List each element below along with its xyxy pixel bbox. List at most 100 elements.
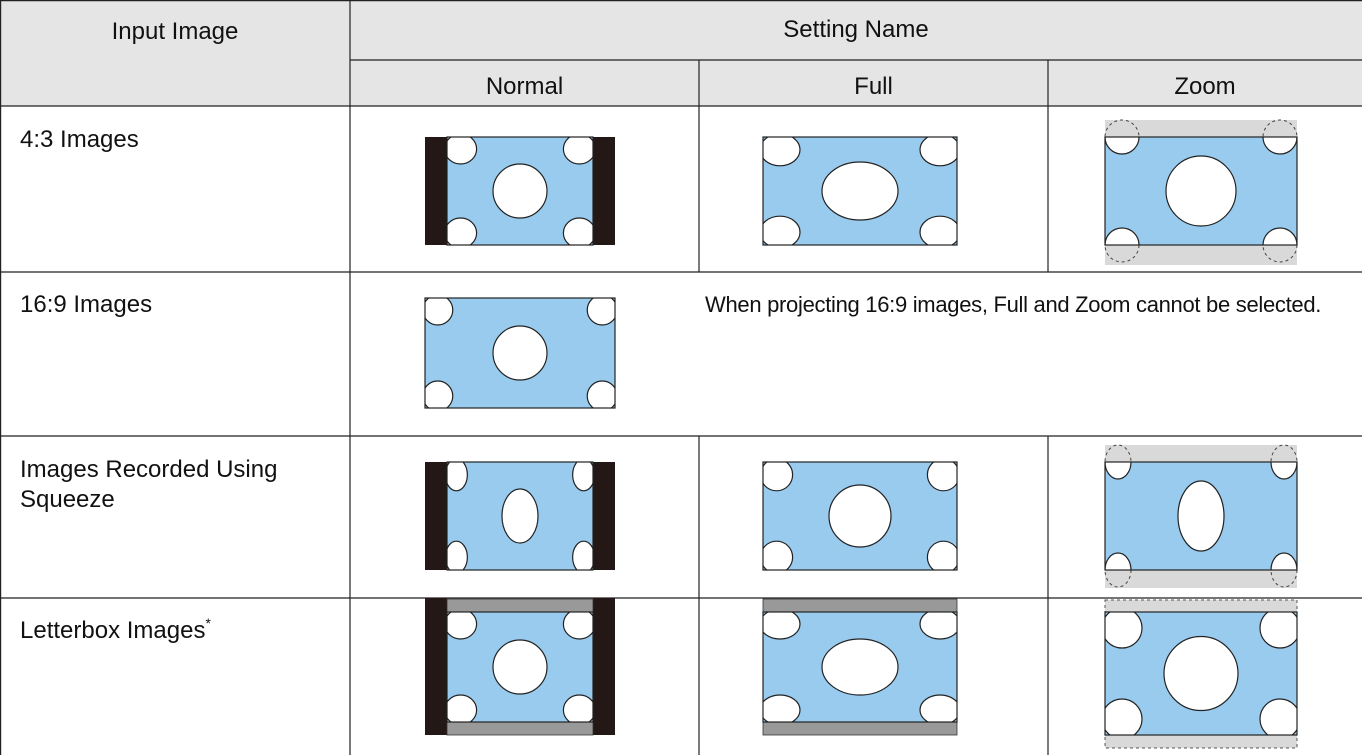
corner-shape bbox=[763, 137, 801, 167]
center-shape bbox=[828, 484, 892, 548]
picture bbox=[425, 461, 615, 571]
center-shape bbox=[821, 161, 899, 221]
corner-shape bbox=[1270, 552, 1297, 570]
row-label: 4:3 Images bbox=[20, 126, 139, 153]
corner-shape bbox=[447, 217, 478, 245]
center-shape bbox=[501, 488, 539, 544]
corner-shape bbox=[447, 694, 478, 722]
image-area bbox=[447, 462, 593, 570]
image-frame bbox=[762, 611, 958, 723]
corner-shape bbox=[572, 462, 593, 492]
note: When projecting 16:9 images, Full and Zo… bbox=[705, 292, 1322, 317]
corner-shape bbox=[1105, 137, 1140, 155]
image-area bbox=[1105, 137, 1297, 245]
center-shape bbox=[1165, 155, 1237, 227]
letterbox-strip bbox=[762, 598, 958, 613]
image-area bbox=[763, 612, 957, 722]
picture bbox=[1104, 444, 1298, 588]
label-text: Letterbox Images bbox=[20, 617, 206, 644]
picture bbox=[425, 136, 615, 246]
corner-shape bbox=[562, 612, 593, 640]
corner-shape bbox=[763, 462, 794, 492]
corner-shape bbox=[425, 380, 454, 408]
center-shape bbox=[492, 639, 548, 695]
corner-shape bbox=[572, 540, 593, 570]
corner-shape bbox=[562, 694, 593, 722]
corner-shape bbox=[1105, 552, 1132, 570]
image-frame bbox=[762, 461, 958, 571]
image-area bbox=[447, 612, 593, 722]
side-bar bbox=[593, 462, 615, 570]
image-area bbox=[763, 137, 957, 245]
corner-shape bbox=[1259, 612, 1297, 649]
picture bbox=[425, 598, 615, 736]
corner-shape bbox=[1259, 698, 1297, 735]
side-bar bbox=[425, 137, 447, 245]
corner-shape bbox=[586, 298, 615, 326]
center-shape bbox=[492, 325, 548, 381]
image-frame bbox=[446, 136, 594, 246]
image-frame bbox=[446, 611, 594, 723]
corner-shape bbox=[763, 612, 801, 640]
image-area bbox=[425, 298, 615, 408]
corner-shape bbox=[763, 215, 801, 245]
corner-shape bbox=[447, 540, 468, 570]
image-area bbox=[447, 137, 593, 245]
image-frame bbox=[446, 461, 594, 571]
footnote-mark: * bbox=[205, 615, 211, 631]
header-cell: Full bbox=[854, 73, 893, 100]
corner-shape bbox=[926, 540, 957, 570]
row-label: Letterbox Images* bbox=[20, 616, 345, 646]
corner-shape bbox=[919, 612, 957, 640]
side-bar bbox=[425, 462, 447, 570]
row-label: Images Recorded Using Squeeze bbox=[20, 456, 278, 513]
header-cell: Setting Name bbox=[783, 16, 929, 43]
corner-shape bbox=[1105, 462, 1132, 480]
corner-shape bbox=[919, 694, 957, 722]
image-area bbox=[1105, 612, 1297, 735]
corner-shape bbox=[1262, 137, 1297, 155]
corner-shape bbox=[586, 380, 615, 408]
picture bbox=[1104, 119, 1298, 265]
corner-shape bbox=[926, 462, 957, 492]
header-cell: Input Image bbox=[111, 18, 239, 45]
center-shape bbox=[492, 163, 548, 219]
picture bbox=[762, 598, 958, 736]
header-cell: Normal bbox=[485, 73, 564, 100]
corner-shape bbox=[919, 137, 957, 167]
image-frame bbox=[1104, 461, 1298, 571]
image-frame bbox=[762, 136, 958, 246]
center-shape bbox=[1177, 480, 1225, 552]
corner-shape bbox=[425, 298, 454, 326]
corner-shape bbox=[1262, 227, 1297, 245]
center-shape bbox=[821, 638, 899, 696]
corner-shape bbox=[447, 462, 468, 492]
letterbox-strip bbox=[446, 721, 594, 736]
side-bar bbox=[593, 598, 615, 735]
corner-shape bbox=[447, 612, 478, 640]
picture bbox=[424, 297, 616, 409]
picture bbox=[762, 136, 958, 246]
corner-shape bbox=[1105, 227, 1140, 245]
side-bar bbox=[593, 137, 615, 245]
header-bg bbox=[350, 0, 1362, 106]
image-area bbox=[763, 462, 957, 570]
letterbox-strip bbox=[762, 721, 958, 736]
row-label: 16:9 Images bbox=[20, 291, 153, 318]
letterbox-strip bbox=[446, 598, 594, 613]
image-frame bbox=[424, 297, 616, 409]
image-area bbox=[1105, 462, 1297, 570]
corner-shape bbox=[447, 137, 478, 165]
image-frame bbox=[1104, 136, 1298, 246]
corner-shape bbox=[1105, 612, 1143, 649]
corner-shape bbox=[763, 540, 794, 570]
image-frame bbox=[1104, 611, 1298, 736]
center-shape bbox=[1163, 635, 1239, 712]
picture bbox=[762, 461, 958, 571]
corner-shape bbox=[1105, 698, 1143, 735]
header-bg bbox=[0, 0, 350, 106]
corner-shape bbox=[763, 694, 801, 722]
